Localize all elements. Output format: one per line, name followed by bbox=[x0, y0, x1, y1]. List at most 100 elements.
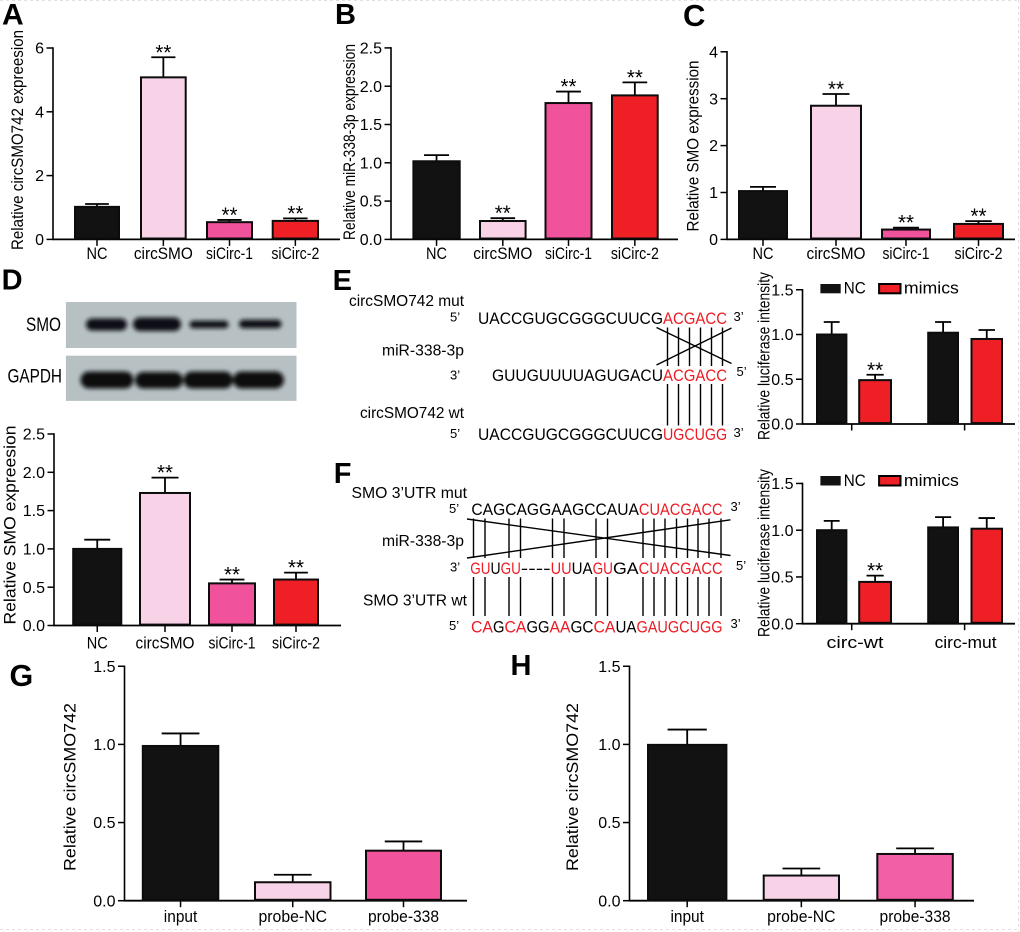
svg-text:C: C bbox=[683, 0, 705, 33]
svg-text:**: ** bbox=[287, 202, 303, 225]
svg-text:**: ** bbox=[867, 560, 883, 583]
svg-text:A: A bbox=[2, 0, 24, 32]
svg-text:circ-mut: circ-mut bbox=[935, 633, 997, 652]
svg-text:circSMO742 wt: circSMO742 wt bbox=[360, 405, 465, 422]
svg-text:1: 1 bbox=[709, 185, 718, 202]
svg-text:**: ** bbox=[288, 557, 304, 580]
svg-text:Relative circSMO742: Relative circSMO742 bbox=[62, 703, 80, 871]
svg-text:H: H bbox=[511, 650, 532, 682]
svg-text:miR-338-3p: miR-338-3p bbox=[382, 533, 464, 550]
svg-text:6: 6 bbox=[35, 41, 44, 58]
svg-text:3’: 3’ bbox=[731, 499, 741, 514]
svg-text:siCirc-2: siCirc-2 bbox=[272, 634, 320, 653]
svg-text:NC: NC bbox=[87, 634, 108, 653]
svg-text:**: ** bbox=[495, 202, 511, 225]
svg-text:GA: GA bbox=[613, 559, 639, 578]
svg-text:**: ** bbox=[627, 66, 643, 89]
svg-text:GAUGCUGG: GAUGCUGG bbox=[637, 618, 723, 637]
svg-text:0.5: 0.5 bbox=[360, 194, 382, 211]
svg-text:U: U bbox=[491, 559, 501, 578]
svg-text:siCirc-2: siCirc-2 bbox=[611, 244, 659, 263]
svg-text:0.5: 0.5 bbox=[771, 570, 793, 587]
svg-text:GUUGUUUUAGUGACU: GUUGUUUUAGUGACU bbox=[492, 366, 663, 385]
svg-text:3’: 3’ bbox=[450, 368, 460, 383]
svg-text:**: ** bbox=[155, 41, 171, 64]
svg-text:SMO: SMO bbox=[26, 315, 61, 336]
svg-text:**: ** bbox=[898, 212, 914, 235]
svg-text:5’: 5’ bbox=[450, 426, 460, 441]
svg-text:0.5: 0.5 bbox=[93, 815, 115, 832]
svg-text:E: E bbox=[333, 265, 352, 297]
svg-text:G: G bbox=[10, 659, 34, 693]
svg-text:Relative luciferase intensity: Relative luciferase intensity bbox=[756, 271, 774, 440]
svg-text:1.5: 1.5 bbox=[771, 282, 793, 299]
svg-text:probe-NC: probe-NC bbox=[767, 907, 836, 926]
svg-text:3: 3 bbox=[709, 91, 718, 108]
svg-text:mimics: mimics bbox=[904, 280, 959, 298]
svg-text:**: ** bbox=[867, 359, 883, 382]
svg-text:0.0: 0.0 bbox=[23, 618, 45, 635]
svg-text:siCirc-1: siCirc-1 bbox=[209, 634, 256, 653]
svg-text:1.5: 1.5 bbox=[598, 659, 620, 676]
svg-text:5’: 5’ bbox=[449, 501, 459, 516]
svg-text:0.0: 0.0 bbox=[360, 232, 382, 249]
svg-text:input: input bbox=[670, 907, 704, 926]
svg-text:circSMO: circSMO bbox=[136, 634, 195, 653]
svg-text:probe-NC: probe-NC bbox=[259, 907, 328, 926]
svg-text:1.0: 1.0 bbox=[771, 327, 793, 344]
svg-text:Relative luciferase intensity: Relative luciferase intensity bbox=[756, 468, 774, 637]
svg-text:3’: 3’ bbox=[734, 309, 744, 324]
svg-text:1.5: 1.5 bbox=[360, 117, 382, 134]
svg-text:F: F bbox=[334, 458, 352, 490]
svg-text:circSMO742 mut: circSMO742 mut bbox=[349, 293, 465, 310]
svg-text:UGCUGG: UGCUGG bbox=[663, 425, 727, 444]
svg-text:GC: GC bbox=[571, 618, 594, 637]
svg-text:2.0: 2.0 bbox=[23, 465, 45, 482]
svg-text:D: D bbox=[2, 265, 23, 297]
svg-text:circSMO: circSMO bbox=[807, 244, 866, 263]
svg-text:GAPDH: GAPDH bbox=[8, 367, 63, 388]
svg-text:0.0: 0.0 bbox=[771, 417, 793, 434]
svg-text:NC: NC bbox=[426, 244, 447, 263]
svg-text:siCirc-1: siCirc-1 bbox=[883, 244, 930, 263]
svg-text:GU: GU bbox=[501, 559, 521, 578]
svg-text:siCirc-1: siCirc-1 bbox=[206, 244, 253, 263]
svg-text:probe-338: probe-338 bbox=[368, 907, 439, 926]
svg-text:0.0: 0.0 bbox=[598, 893, 620, 910]
svg-text:5’: 5’ bbox=[449, 618, 459, 633]
svg-text:UA: UA bbox=[572, 559, 594, 578]
svg-text:CA: CA bbox=[594, 618, 617, 637]
svg-text:G: G bbox=[493, 618, 505, 637]
svg-text:siCirc-2: siCirc-2 bbox=[955, 244, 1003, 263]
svg-text:GG: GG bbox=[527, 618, 550, 637]
svg-text:UA: UA bbox=[616, 618, 638, 637]
svg-text:CUACGACC: CUACGACC bbox=[639, 500, 723, 519]
svg-text:CA: CA bbox=[471, 618, 494, 637]
svg-text:3’: 3’ bbox=[734, 425, 744, 440]
svg-text:Relative SMO expreesion: Relative SMO expreesion bbox=[2, 426, 20, 625]
svg-text:1.0: 1.0 bbox=[93, 737, 115, 754]
svg-text:UU: UU bbox=[551, 559, 572, 578]
svg-text:**: ** bbox=[971, 205, 987, 228]
svg-text:0: 0 bbox=[709, 232, 718, 249]
svg-text:CUACGACC: CUACGACC bbox=[639, 559, 723, 578]
svg-text:**: ** bbox=[224, 564, 240, 587]
svg-text:SMO 3’UTR wt: SMO 3’UTR wt bbox=[363, 593, 468, 610]
svg-text:circSMO: circSMO bbox=[473, 244, 532, 263]
svg-text:3’: 3’ bbox=[450, 560, 460, 575]
svg-text:circ-wt: circ-wt bbox=[827, 633, 884, 652]
svg-text:NC: NC bbox=[753, 244, 774, 263]
svg-text:Relative circSMO742 expreesion: Relative circSMO742 expreesion bbox=[9, 30, 27, 250]
svg-text:ACGACC: ACGACC bbox=[663, 366, 727, 385]
svg-text:B: B bbox=[335, 0, 356, 31]
svg-text:input: input bbox=[164, 907, 198, 926]
svg-text:5’: 5’ bbox=[736, 558, 746, 573]
svg-text:miR-338-3p: miR-338-3p bbox=[382, 343, 464, 360]
svg-text:CA: CA bbox=[505, 618, 528, 637]
svg-text:2.5: 2.5 bbox=[23, 427, 45, 444]
svg-text:4: 4 bbox=[35, 104, 44, 121]
svg-text:1.0: 1.0 bbox=[23, 542, 45, 559]
svg-text:4: 4 bbox=[709, 44, 718, 61]
svg-text:----: ---- bbox=[521, 559, 551, 578]
svg-text:0.5: 0.5 bbox=[598, 815, 620, 832]
